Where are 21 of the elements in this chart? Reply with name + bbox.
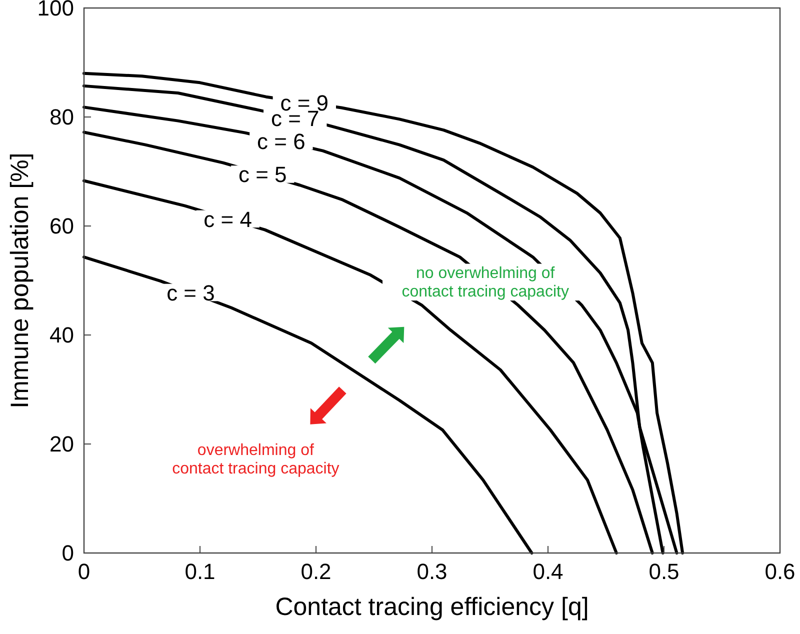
annotation: c = 3: [166, 280, 215, 305]
x-tick-label: 0.3: [416, 559, 448, 584]
y-tick-label: 0: [62, 540, 74, 566]
x-axis-title: Contact tracing efficiency [q]: [275, 593, 589, 621]
annotation: c = 6: [257, 128, 306, 154]
y-tick-label: 20: [50, 432, 74, 456]
x-tick-label: 0.1: [184, 559, 216, 584]
annotation: overwhelming of contact tracing capacity: [172, 442, 340, 477]
x-tick-label: 0.2: [300, 559, 332, 584]
y-tick-label: 40: [50, 322, 74, 348]
y-tick-label: 100: [37, 0, 74, 20]
x-tick-label: 0: [78, 559, 90, 584]
annotation: c = 5: [238, 162, 287, 187]
x-tick-label: 0.5: [648, 559, 680, 584]
annotation: no overwhelming of contact tracing capacity: [402, 264, 569, 300]
y-tick-label: 60: [50, 214, 74, 238]
y-axis-title: Immune population [%]: [6, 152, 34, 408]
y-tick-label: 80: [50, 104, 74, 130]
x-tick-label: 0.6: [764, 559, 796, 584]
annotation: c = 4: [204, 206, 252, 232]
x-tick-label: 0.4: [532, 559, 564, 584]
